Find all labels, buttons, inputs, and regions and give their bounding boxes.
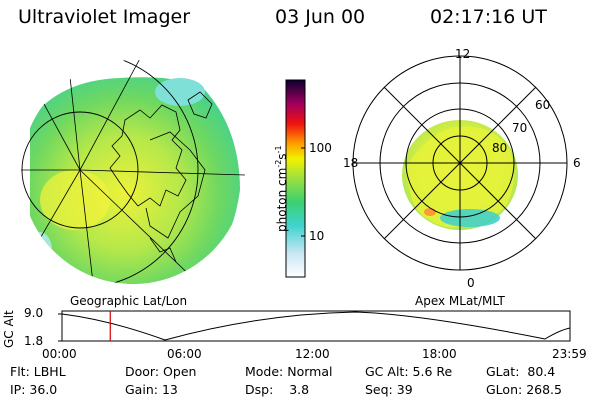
polar-mlat-mlt-plot bbox=[352, 55, 568, 271]
altitude-xtick-label: 18:00 bbox=[422, 347, 457, 361]
altitude-ytick-label-low: 1.8 bbox=[24, 334, 44, 348]
altitude-xtick-label: 23:59 bbox=[552, 347, 587, 361]
mlt-label-0: 0 bbox=[467, 276, 475, 290]
mlat-label-80: 80 bbox=[492, 141, 508, 155]
mlat-label-70: 70 bbox=[512, 121, 528, 135]
colorbar-unit-label: photon cm-2s-1 bbox=[274, 145, 289, 232]
altitude-ytick-label-high: 9.0 bbox=[24, 306, 44, 320]
date-label: 03 Jun 00 bbox=[275, 6, 366, 28]
ip-status: IP: 36.0 bbox=[10, 382, 58, 397]
glon-status: GLon: 268.5 bbox=[486, 382, 562, 397]
altitude-xtick-label: 12:00 bbox=[295, 347, 330, 361]
mlat-label-60: 60 bbox=[535, 98, 551, 112]
filter-status: Flt: LBHL bbox=[10, 364, 66, 379]
mode-status: Mode: Normal bbox=[245, 364, 333, 379]
gc-alt-status: GC Alt: 5.6 Re bbox=[365, 364, 453, 379]
colorbar bbox=[285, 79, 306, 278]
altitude-xtick-label: 00:00 bbox=[42, 347, 77, 361]
seq-status: Seq: 39 bbox=[365, 382, 413, 397]
apex-caption: Apex MLat/MLT bbox=[415, 294, 505, 308]
altitude-plot bbox=[58, 310, 571, 342]
geographic-caption: Geographic Lat/Lon bbox=[70, 294, 188, 308]
altitude-xtick-label: 06:00 bbox=[167, 347, 202, 361]
mlt-label-18: 18 bbox=[343, 156, 359, 170]
instrument-title: Ultraviolet Imager bbox=[18, 6, 191, 28]
colorbar-tick-10: 10 bbox=[309, 229, 325, 243]
gain-status: Gain: 13 bbox=[125, 382, 178, 397]
door-status: Door: Open bbox=[125, 364, 197, 379]
mlt-label-6: 6 bbox=[573, 156, 581, 170]
mlt-label-12: 12 bbox=[455, 47, 471, 61]
dsp-status: Dsp: 3.8 bbox=[245, 382, 310, 397]
colorbar-tick-100: 100 bbox=[309, 141, 332, 155]
altitude-ylabel: GC Alt bbox=[2, 310, 16, 348]
time-label: 02:17:16 UT bbox=[430, 6, 547, 28]
glat-status: GLat: 80.4 bbox=[486, 364, 556, 379]
geographic-globe-image bbox=[21, 60, 245, 284]
